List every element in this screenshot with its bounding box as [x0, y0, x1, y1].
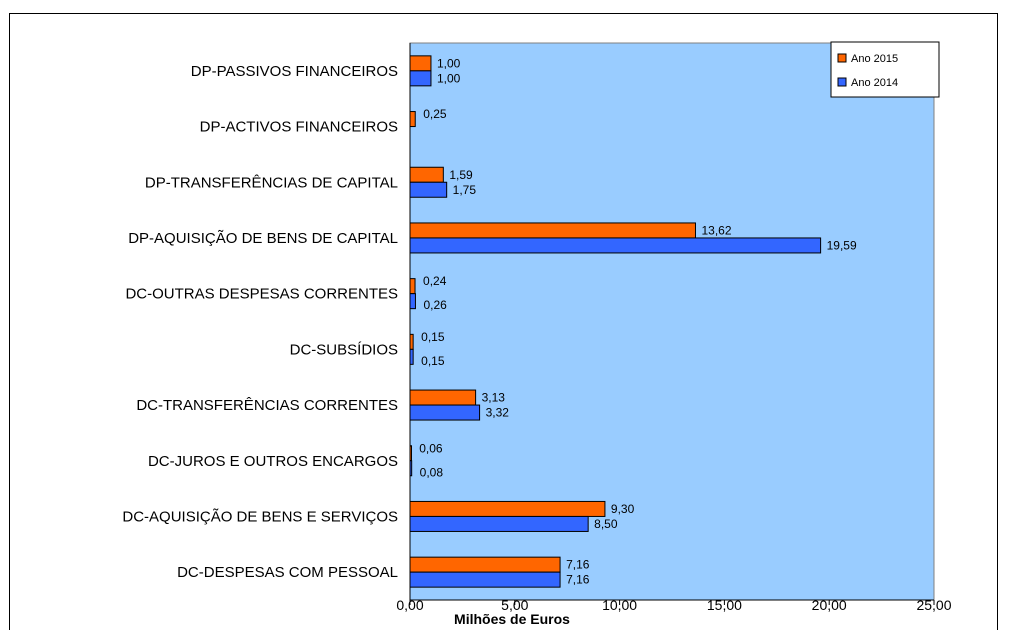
- category-label: DP-ACTIVOS FINANCEIROS: [200, 119, 398, 136]
- category-labels: DP-PASSIVOS FINANCEIROS DP-ACTIVOS FINANC…: [122, 63, 398, 581]
- x-tick-label: 0,00: [396, 597, 423, 613]
- category-label: DP-AQUISIÇÃO DE BENS DE CAPITAL: [128, 230, 398, 247]
- x-axis-title: Milhões de Euros: [454, 611, 570, 627]
- data-label: 19,59: [827, 238, 857, 252]
- data-label: 0,15: [421, 354, 445, 368]
- bar-ano-2014: [409, 237, 822, 254]
- category-label: DC-AQUISIÇÃO DE BENS E SERVIÇOS: [122, 508, 398, 525]
- x-tick-label: 5,00: [501, 597, 528, 613]
- data-label: 1,59: [449, 168, 473, 182]
- legend: Ano 2015 Ano 2014: [830, 41, 940, 98]
- category-label: DP-PASSIVOS FINANCEIROS: [191, 63, 398, 80]
- bar-ano-2015: [409, 278, 416, 295]
- data-label: 3,13: [482, 391, 506, 405]
- data-label: 0,15: [421, 330, 445, 344]
- bar-ano-2015: [409, 166, 444, 183]
- x-tick-label: 15,00: [707, 597, 742, 613]
- data-label: 7,16: [566, 558, 590, 572]
- data-label: 1,75: [453, 183, 477, 197]
- data-label: 7,16: [566, 573, 590, 587]
- x-tick-label: 20,00: [812, 597, 847, 613]
- bar-ano-2014: [409, 571, 561, 588]
- data-label: 0,08: [420, 465, 444, 479]
- bars-layer: [409, 55, 822, 588]
- bar-ano-2014: [409, 181, 448, 198]
- category-label: DC-DESPESAS COM PESSOAL: [177, 564, 398, 581]
- category-label: DP-TRANSFERÊNCIAS DE CAPITAL: [145, 174, 398, 191]
- bar-ano-2014: [409, 70, 432, 87]
- bar-ano-2015: [409, 500, 606, 517]
- bar-ano-2015: [409, 55, 432, 72]
- bar-ano-2015: [409, 389, 477, 406]
- category-label: DC-OUTRAS DESPESAS CORRENTES: [125, 286, 398, 303]
- data-label: 0,25: [423, 107, 447, 121]
- data-labels: 1,001,00 0,25 1,591,75 13,62 19,59 0,24 0,26 0,…: [419, 56, 857, 586]
- data-label: 3,32: [486, 406, 510, 420]
- legend-swatch-2015: [837, 53, 847, 63]
- data-label: 9,30: [611, 502, 635, 516]
- legend-box: [830, 41, 940, 98]
- legend-label-2015: Ano 2015: [851, 53, 898, 65]
- data-label: 13,62: [701, 223, 731, 237]
- bar-ano-2014: [409, 293, 416, 310]
- data-label: 0,06: [419, 441, 443, 455]
- legend-label-2014: Ano 2014: [851, 77, 898, 89]
- category-label: DC-TRANSFERÊNCIAS CORRENTES: [136, 397, 398, 414]
- bar-ano-2015: [409, 556, 561, 573]
- bar-ano-2015: [409, 222, 696, 239]
- bar-ano-2015: [409, 111, 416, 128]
- category-label: DC-JUROS E OUTROS ENCARGOS: [148, 453, 398, 470]
- x-tick-label: 10,00: [602, 597, 637, 613]
- data-label: 0,26: [423, 298, 447, 312]
- data-label: 1,00: [437, 56, 461, 70]
- data-label: 0,24: [423, 274, 447, 288]
- bar-ano-2014: [409, 515, 589, 532]
- x-axis-ticks: 0,00 5,00 10,00 15,00 20,00 25,00: [396, 597, 951, 613]
- legend-swatch-2014: [837, 77, 847, 87]
- data-label: 1,00: [437, 71, 461, 85]
- data-label: 8,50: [594, 517, 618, 531]
- x-tick-label: 25,00: [916, 597, 951, 613]
- bar-ano-2014: [409, 404, 481, 421]
- category-label: DC-SUBSÍDIOS: [290, 341, 398, 358]
